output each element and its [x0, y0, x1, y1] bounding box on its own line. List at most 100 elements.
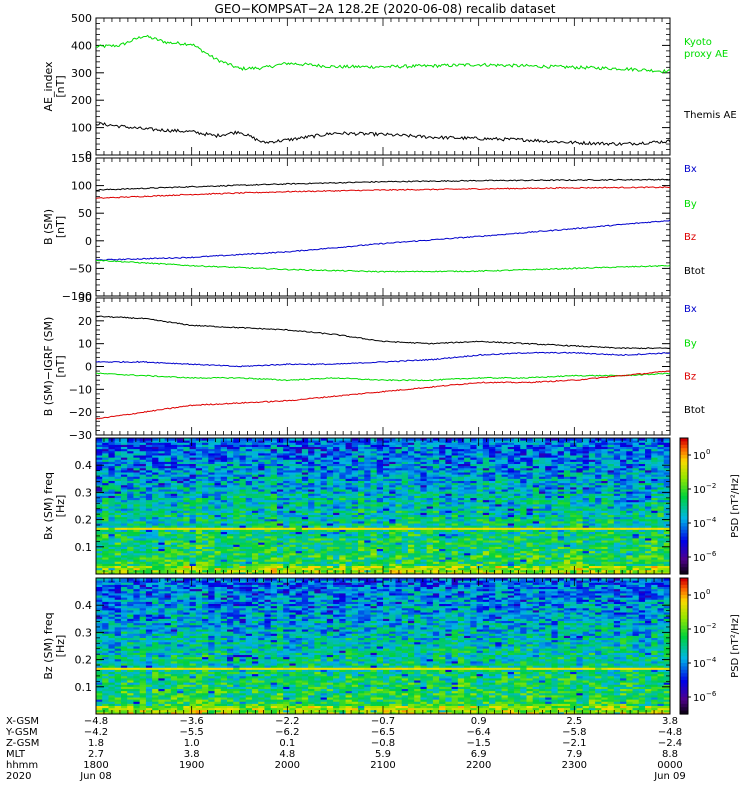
spectrogram-cell — [401, 499, 409, 503]
spectrogram-cell — [333, 469, 340, 473]
spectrogram-cell — [102, 557, 109, 560]
spectrogram-cell — [395, 506, 403, 509]
spectrogram-cell — [227, 489, 234, 492]
spectrogram-cell — [320, 446, 328, 450]
spectrogram-cell — [426, 540, 434, 543]
spectrogram-cell — [295, 508, 303, 511]
spectrogram-cell — [120, 520, 128, 524]
spectrogram-cell — [295, 459, 303, 462]
spectrogram-cell — [476, 450, 484, 454]
spectrogram-cell — [102, 548, 109, 552]
spectrogram-cell — [489, 510, 496, 513]
spectrogram-cell — [395, 480, 403, 484]
spectrogram-cell — [189, 563, 197, 567]
spectrogram-cell — [195, 537, 203, 541]
spectrogram-cell — [495, 535, 503, 539]
spectrogram-cell — [195, 469, 203, 473]
spectrogram-cell — [233, 469, 240, 473]
spectrogram-cell — [220, 476, 228, 479]
spectrogram-cell — [283, 557, 290, 560]
spectrogram-cell — [120, 469, 128, 473]
spectrogram-cell — [389, 535, 396, 539]
spectrogram-cell — [208, 533, 216, 537]
spectrogram-cell — [482, 546, 490, 550]
spectrogram-cell — [414, 474, 421, 477]
spectrogram-cell — [283, 450, 290, 454]
spectrogram-cell — [401, 491, 409, 494]
spectrogram-cell — [489, 497, 496, 501]
spectrogram-cell — [251, 552, 259, 556]
spectrogram-cell — [470, 563, 478, 567]
spectrogram-cell — [401, 508, 409, 511]
spectrogram-cell — [514, 493, 521, 496]
spectrogram-cell — [139, 520, 147, 524]
spectrogram-cell — [383, 525, 390, 528]
spectrogram-cell — [364, 533, 372, 537]
spectrogram-cell — [464, 531, 471, 535]
spectrogram-cell — [120, 442, 128, 445]
spectrogram-cell — [270, 512, 278, 516]
spectrogram-cell — [514, 510, 521, 513]
spectrogram-cell — [401, 444, 409, 448]
spectrogram-cell — [245, 548, 253, 552]
spectrogram-cell — [326, 569, 334, 573]
spectrogram-cell — [358, 461, 365, 465]
spectrogram-cell — [457, 446, 465, 450]
spectrogram-cell — [482, 495, 490, 499]
spectrogram-cell — [133, 550, 141, 554]
spectrogram-cell — [233, 510, 240, 513]
spectrogram-cell — [96, 533, 103, 537]
spectrogram-cell — [432, 446, 440, 450]
spectrogram-cell — [270, 442, 278, 445]
spectrogram-cell — [333, 542, 340, 545]
spectrogram-cell — [139, 542, 147, 545]
spectrogram-cell — [464, 448, 471, 452]
spectrogram-cell — [301, 544, 309, 547]
spectrogram-cell — [139, 548, 147, 552]
spectrogram-cell — [158, 557, 166, 560]
spectrogram-cell — [189, 537, 197, 541]
spectrogram-cell — [270, 546, 278, 550]
spectrogram-cell — [420, 452, 428, 456]
spectrogram-cell — [114, 476, 122, 479]
spectrogram-cell — [426, 571, 434, 575]
spectrogram-cell — [120, 514, 128, 518]
spectrogram-cell — [414, 531, 421, 535]
spectrogram-cell — [114, 478, 122, 482]
spectrogram-cell — [195, 559, 203, 562]
spectrogram-cell — [127, 571, 134, 575]
spectrogram-cell — [364, 469, 372, 473]
spectrogram-cell — [127, 567, 134, 571]
spectrogram-cell — [233, 537, 240, 541]
spectrogram-cell — [470, 444, 478, 448]
spectrogram-cell — [208, 529, 216, 533]
spectrogram-cell — [320, 474, 328, 477]
spectrogram-cell — [351, 546, 359, 550]
spectrogram-cell — [326, 510, 334, 513]
spectrogram-cell — [507, 546, 515, 550]
spectrogram-cell — [139, 493, 147, 496]
spectrogram-cell — [339, 525, 347, 528]
spectrogram-cell — [114, 463, 122, 467]
spectrogram-cell — [270, 537, 278, 541]
spectrogram-cell — [445, 561, 453, 564]
spectrogram-cell — [220, 533, 228, 537]
spectrogram-cell — [407, 529, 415, 533]
spectrogram-cell — [102, 510, 109, 513]
spectrogram-cell — [339, 520, 347, 524]
spectrogram-cell — [501, 469, 509, 473]
spectrogram-cell — [482, 550, 490, 554]
spectrogram-cell — [432, 452, 440, 456]
spectrogram-cell — [445, 455, 453, 458]
spectrogram-cell — [345, 469, 353, 473]
spectrogram-cell — [264, 442, 272, 445]
spectrogram-cell — [407, 563, 415, 567]
spectrogram-cell — [308, 448, 315, 452]
spectrogram-cell — [120, 506, 128, 509]
spectrogram-cell — [432, 450, 440, 454]
spectrogram-cell — [295, 452, 303, 456]
spectrogram-cell — [189, 499, 197, 503]
spectrogram-cell — [339, 501, 347, 505]
spectrogram-cell — [501, 569, 509, 573]
spectrogram-cell — [420, 459, 428, 462]
